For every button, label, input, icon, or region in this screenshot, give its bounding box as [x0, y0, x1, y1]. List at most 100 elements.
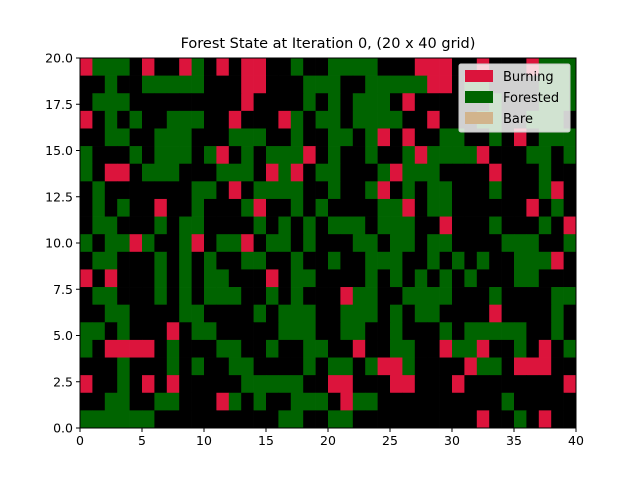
- grid-cell: [526, 357, 540, 376]
- grid-cell: [92, 146, 106, 165]
- grid-cell: [228, 339, 242, 358]
- x-tick-label: 30: [444, 433, 460, 448]
- grid-cell: [464, 198, 478, 217]
- grid-cell: [526, 146, 540, 165]
- grid-cell: [266, 128, 279, 147]
- grid-cell: [328, 269, 341, 288]
- grid-cell: [377, 392, 391, 411]
- grid-cell: [166, 128, 180, 147]
- grid-cell: [538, 163, 552, 182]
- grid-cell: [340, 357, 354, 376]
- grid-cell: [352, 75, 366, 94]
- grid-cell: [551, 198, 564, 217]
- grid-cell: [290, 216, 304, 235]
- grid-cell: [266, 251, 279, 270]
- grid-cell: [328, 339, 341, 358]
- grid-cell: [80, 75, 93, 94]
- grid-cell: [526, 269, 540, 288]
- grid-cell: [253, 339, 267, 358]
- grid-cell: [179, 234, 192, 253]
- grid-cell: [328, 322, 341, 341]
- grid-cell: [352, 93, 366, 112]
- grid-cell: [538, 251, 552, 270]
- grid-cell: [253, 375, 267, 394]
- grid-cell: [204, 269, 217, 288]
- grid-cell: [315, 410, 329, 429]
- grid-cell: [563, 163, 577, 182]
- grid-cell: [80, 339, 93, 358]
- grid-cell: [340, 251, 354, 270]
- grid-cell: [514, 304, 527, 323]
- grid-cell: [365, 234, 378, 253]
- grid-cell: [303, 304, 316, 323]
- grid-cell: [514, 198, 527, 217]
- grid-cell: [191, 234, 205, 253]
- grid-cell: [92, 128, 106, 147]
- grid-cell: [104, 410, 118, 429]
- grid-cell: [340, 322, 354, 341]
- grid-cell: [526, 339, 540, 358]
- grid-cell: [390, 339, 403, 358]
- grid-cell: [414, 75, 428, 94]
- grid-cell: [241, 304, 254, 323]
- y-tick-label: 15.0: [45, 143, 73, 158]
- grid-cell: [253, 181, 267, 200]
- grid-cell: [228, 58, 242, 76]
- grid-cell: [452, 234, 465, 253]
- grid-cell: [489, 251, 502, 270]
- grid-cell: [402, 128, 416, 147]
- grid-cell: [142, 198, 155, 217]
- grid-cell: [179, 357, 192, 376]
- grid-cell: [439, 357, 453, 376]
- grid-cell: [303, 58, 316, 76]
- grid-cell: [303, 234, 316, 253]
- grid-cell: [154, 163, 168, 182]
- grid-cell: [166, 58, 180, 76]
- grid-cell: [290, 234, 304, 253]
- grid-cell: [551, 216, 564, 235]
- grid-cell: [253, 110, 267, 129]
- grid-cell: [129, 357, 143, 376]
- grid-cell: [80, 216, 93, 235]
- grid-cell: [290, 357, 304, 376]
- grid-cell: [266, 110, 279, 129]
- grid-cell: [104, 110, 118, 129]
- grid-cell: [228, 304, 242, 323]
- grid-cell: [129, 322, 143, 341]
- grid-cell: [290, 110, 304, 129]
- grid-cell: [179, 181, 192, 200]
- grid-cell: [92, 198, 106, 217]
- grid-cell: [142, 322, 155, 341]
- grid-cell: [427, 58, 440, 76]
- grid-cell: [563, 128, 577, 147]
- grid-cell: [402, 93, 416, 112]
- grid-cell: [427, 375, 440, 394]
- y-tick-label: 17.5: [45, 97, 73, 112]
- grid-cell: [154, 234, 168, 253]
- grid-cell: [290, 269, 304, 288]
- grid-cell: [427, 93, 440, 112]
- grid-cell: [104, 181, 118, 200]
- grid-cell: [315, 216, 329, 235]
- x-axis: 0 5 10 15 20 25 30 35 40: [76, 428, 584, 448]
- grid-cell: [290, 287, 304, 306]
- grid-cell: [191, 110, 205, 129]
- grid-cell: [80, 181, 93, 200]
- grid-cell: [216, 287, 230, 306]
- grid-cell: [501, 216, 515, 235]
- grid-cell: [278, 128, 292, 147]
- grid-cell: [402, 410, 416, 429]
- grid-cell: [315, 234, 329, 253]
- grid-cell: [266, 375, 279, 394]
- grid-cell: [414, 128, 428, 147]
- grid-cell: [427, 322, 440, 341]
- grid-cell: [427, 110, 440, 129]
- grid-cell: [328, 392, 341, 411]
- grid-cell: [104, 163, 118, 182]
- grid-cell: [216, 375, 230, 394]
- grid-cell: [179, 163, 192, 182]
- grid-cell: [290, 146, 304, 165]
- x-tick-label: 35: [506, 433, 522, 448]
- grid-cell: [266, 287, 279, 306]
- grid-cell: [154, 392, 168, 411]
